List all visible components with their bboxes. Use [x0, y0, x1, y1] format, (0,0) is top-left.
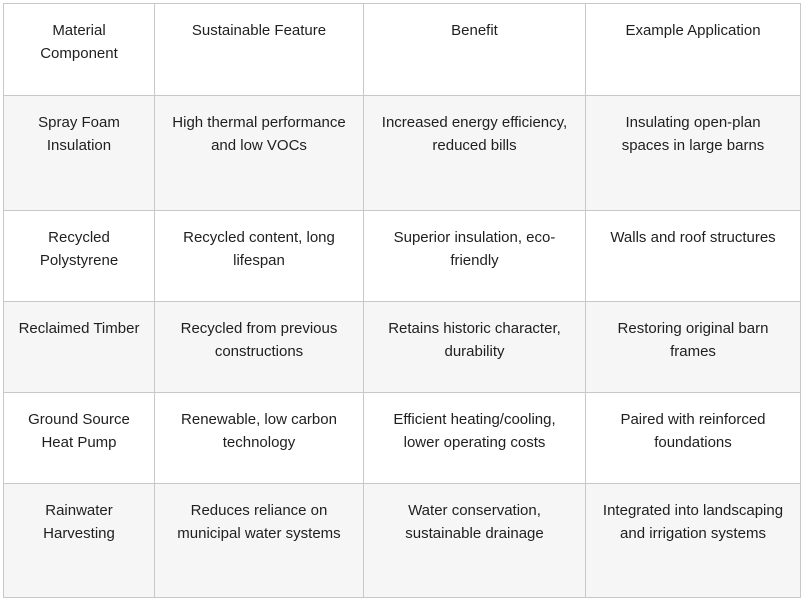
table-cell-benefit: Increased energy efficiency, reduced bil… [363, 95, 586, 211]
table-cell-feature: Recycled from previous constructions [154, 301, 364, 393]
table-cell-benefit: Water conservation, sustainable drainage [363, 483, 586, 598]
table-cell-application: Paired with reinforced foundations [585, 392, 801, 484]
table-container: Material Component Sustainable Feature B… [3, 3, 801, 598]
table-cell-benefit: Retains historic character, durability [363, 301, 586, 393]
column-header-example-application: Example Application [585, 3, 801, 96]
table-cell-application: Walls and roof structures [585, 210, 801, 302]
table-cell-material: Reclaimed Timber [3, 301, 155, 393]
table-row: Ground Source Heat Pump Renewable, low c… [3, 392, 801, 484]
table-row: Rainwater Harvesting Reduces reliance on… [3, 483, 801, 598]
table-cell-benefit: Superior insulation, eco-friendly [363, 210, 586, 302]
table-row: Reclaimed Timber Recycled from previous … [3, 301, 801, 393]
table-row: Recycled Polystyrene Recycled content, l… [3, 210, 801, 302]
table-cell-feature: Recycled content, long lifespan [154, 210, 364, 302]
table-cell-material: Spray Foam Insulation [3, 95, 155, 211]
table-cell-feature: Reduces reliance on municipal water syst… [154, 483, 364, 598]
table-cell-material: Ground Source Heat Pump [3, 392, 155, 484]
table-cell-application: Integrated into landscaping and irrigati… [585, 483, 801, 598]
table-row: Spray Foam Insulation High thermal perfo… [3, 95, 801, 211]
table-cell-feature: High thermal performance and low VOCs [154, 95, 364, 211]
table-cell-benefit: Efficient heating/cooling, lower operati… [363, 392, 586, 484]
sustainable-materials-table: Material Component Sustainable Feature B… [3, 3, 801, 598]
column-header-sustainable-feature: Sustainable Feature [154, 3, 364, 96]
table-cell-material: Recycled Polystyrene [3, 210, 155, 302]
table-header-row: Material Component Sustainable Feature B… [3, 3, 801, 96]
column-header-material-component: Material Component [3, 3, 155, 96]
table-cell-feature: Renewable, low carbon technology [154, 392, 364, 484]
table-cell-material: Rainwater Harvesting [3, 483, 155, 598]
column-header-benefit: Benefit [363, 3, 586, 96]
table-cell-application: Insulating open-plan spaces in large bar… [585, 95, 801, 211]
table-cell-application: Restoring original barn frames [585, 301, 801, 393]
